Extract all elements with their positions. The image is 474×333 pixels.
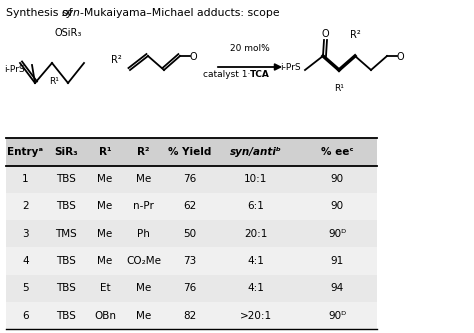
Text: R¹: R¹ xyxy=(49,77,59,86)
Bar xyxy=(6,166,377,193)
Bar xyxy=(6,247,377,275)
Text: 90: 90 xyxy=(331,201,344,211)
Text: 2: 2 xyxy=(22,201,28,211)
Text: TBS: TBS xyxy=(56,311,76,321)
Text: TMS: TMS xyxy=(55,229,77,239)
Text: O: O xyxy=(397,52,405,62)
Text: 90ᴰ: 90ᴰ xyxy=(328,311,346,321)
Text: O: O xyxy=(190,52,198,62)
Text: CO₂Me: CO₂Me xyxy=(126,256,161,266)
Text: syn/antiᵇ: syn/antiᵇ xyxy=(230,147,282,157)
Text: 4:1: 4:1 xyxy=(247,283,264,293)
Text: i-PrS: i-PrS xyxy=(281,64,301,73)
Text: 91: 91 xyxy=(331,256,344,266)
Text: 76: 76 xyxy=(183,283,196,293)
Text: 6: 6 xyxy=(22,311,28,321)
Text: % eeᶜ: % eeᶜ xyxy=(321,147,354,157)
Text: i-PrS: i-PrS xyxy=(4,66,25,75)
Text: Me: Me xyxy=(136,174,151,184)
Text: TCA: TCA xyxy=(250,70,270,79)
Text: Me: Me xyxy=(97,256,113,266)
Text: 20 mol%: 20 mol% xyxy=(230,44,270,53)
Text: Me: Me xyxy=(97,229,113,239)
Text: 90ᴰ: 90ᴰ xyxy=(328,229,346,239)
Text: syn: syn xyxy=(62,8,81,18)
Text: 4: 4 xyxy=(22,256,28,266)
Text: Me: Me xyxy=(97,174,113,184)
Text: 6:1: 6:1 xyxy=(247,201,264,211)
Text: 82: 82 xyxy=(183,311,196,321)
Text: 4:1: 4:1 xyxy=(247,256,264,266)
Text: TBS: TBS xyxy=(56,174,76,184)
Text: 90: 90 xyxy=(331,174,344,184)
Text: 94: 94 xyxy=(331,283,344,293)
Text: O: O xyxy=(321,29,329,39)
Bar xyxy=(6,220,377,247)
Bar xyxy=(6,275,377,302)
Text: 10:1: 10:1 xyxy=(244,174,268,184)
Text: Synthesis of: Synthesis of xyxy=(6,8,76,18)
Text: TBS: TBS xyxy=(56,283,76,293)
Text: 1: 1 xyxy=(22,174,28,184)
Text: Me: Me xyxy=(136,283,151,293)
Bar xyxy=(6,193,377,220)
Text: R¹: R¹ xyxy=(99,147,111,157)
Text: OBn: OBn xyxy=(94,311,116,321)
Text: % Yield: % Yield xyxy=(168,147,211,157)
Text: Ph: Ph xyxy=(137,229,150,239)
Text: 20:1: 20:1 xyxy=(244,229,268,239)
Text: Et: Et xyxy=(100,283,110,293)
Text: 3: 3 xyxy=(22,229,28,239)
Text: Entryᵃ: Entryᵃ xyxy=(7,147,44,157)
Text: R²: R² xyxy=(111,55,122,65)
Text: 50: 50 xyxy=(183,229,196,239)
Text: >20:1: >20:1 xyxy=(240,311,272,321)
Text: 62: 62 xyxy=(183,201,196,211)
Text: TBS: TBS xyxy=(56,256,76,266)
Bar xyxy=(6,138,377,166)
Bar xyxy=(6,302,377,329)
Text: 5: 5 xyxy=(22,283,28,293)
Text: R²: R² xyxy=(350,30,360,40)
Text: Me: Me xyxy=(97,201,113,211)
Text: 76: 76 xyxy=(183,174,196,184)
Text: OSiR₃: OSiR₃ xyxy=(55,28,82,38)
Text: -Mukaiyama–Michael adducts: scope: -Mukaiyama–Michael adducts: scope xyxy=(80,8,280,18)
Text: Me: Me xyxy=(136,311,151,321)
Text: catalyst 1·: catalyst 1· xyxy=(202,70,250,79)
Text: R¹: R¹ xyxy=(334,84,344,93)
Text: TBS: TBS xyxy=(56,201,76,211)
Text: SiR₃: SiR₃ xyxy=(55,147,78,157)
Text: 73: 73 xyxy=(183,256,196,266)
Text: R²: R² xyxy=(137,147,150,157)
Text: n-Pr: n-Pr xyxy=(133,201,154,211)
